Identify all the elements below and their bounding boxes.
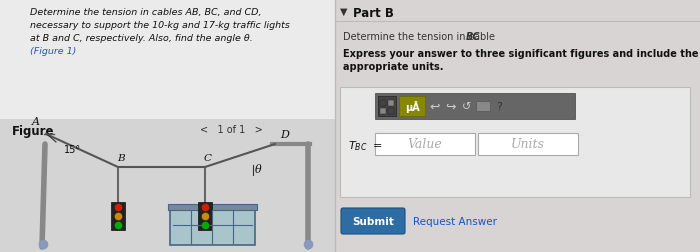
Bar bbox=[168, 204, 257, 210]
Bar bbox=[111, 202, 125, 230]
Bar bbox=[335, 0, 700, 252]
FancyBboxPatch shape bbox=[341, 208, 405, 234]
Text: ↩: ↩ bbox=[430, 100, 440, 113]
Text: B: B bbox=[117, 153, 125, 162]
Bar bbox=[0, 119, 335, 252]
Text: ↪: ↪ bbox=[446, 100, 456, 113]
Text: 15°: 15° bbox=[64, 144, 81, 154]
Text: .: . bbox=[477, 32, 480, 42]
Text: Value: Value bbox=[407, 138, 442, 151]
Text: =: = bbox=[373, 140, 382, 150]
Bar bbox=[378, 97, 396, 116]
Text: Units: Units bbox=[511, 138, 545, 151]
Bar bbox=[0, 0, 335, 119]
Text: Determine the tension in cables AB, BC, and CD,: Determine the tension in cables AB, BC, … bbox=[30, 8, 262, 17]
Text: ↺: ↺ bbox=[462, 102, 472, 112]
Text: D: D bbox=[281, 130, 289, 139]
Text: Part B: Part B bbox=[353, 7, 394, 20]
Bar bbox=[380, 109, 386, 115]
Text: <   1 of 1   >: < 1 of 1 > bbox=[200, 124, 262, 135]
Bar bbox=[380, 101, 386, 107]
Text: (Figure 1): (Figure 1) bbox=[30, 47, 76, 56]
Bar bbox=[388, 101, 394, 107]
Text: necessary to support the 10-kg and 17-kg traffic lights: necessary to support the 10-kg and 17-kg… bbox=[30, 21, 290, 30]
Bar bbox=[375, 94, 575, 119]
Text: appropriate units.: appropriate units. bbox=[343, 62, 444, 72]
Text: A: A bbox=[32, 116, 40, 127]
Text: $T_{BC}$: $T_{BC}$ bbox=[348, 139, 368, 152]
Bar bbox=[198, 202, 212, 230]
Text: Submit: Submit bbox=[352, 216, 394, 226]
Text: BC: BC bbox=[466, 32, 480, 42]
Text: μÅ: μÅ bbox=[405, 101, 419, 113]
Text: at B and C, respectively. Also, find the angle θ.: at B and C, respectively. Also, find the… bbox=[30, 34, 253, 43]
Text: Request Answer: Request Answer bbox=[413, 216, 497, 226]
Text: θ: θ bbox=[255, 164, 262, 174]
Bar bbox=[388, 109, 394, 115]
Bar bbox=[476, 102, 490, 112]
Text: C: C bbox=[204, 153, 212, 162]
FancyBboxPatch shape bbox=[170, 205, 255, 245]
Text: Figure: Figure bbox=[12, 124, 55, 137]
Text: Express your answer to three significant figures and include the: Express your answer to three significant… bbox=[343, 49, 699, 59]
Text: ▼: ▼ bbox=[340, 7, 347, 17]
FancyBboxPatch shape bbox=[478, 134, 578, 155]
Text: Determine the tension in cable: Determine the tension in cable bbox=[343, 32, 498, 42]
FancyBboxPatch shape bbox=[375, 134, 475, 155]
FancyBboxPatch shape bbox=[340, 88, 690, 197]
Bar bbox=[399, 97, 425, 116]
Text: ?: ? bbox=[496, 102, 502, 112]
